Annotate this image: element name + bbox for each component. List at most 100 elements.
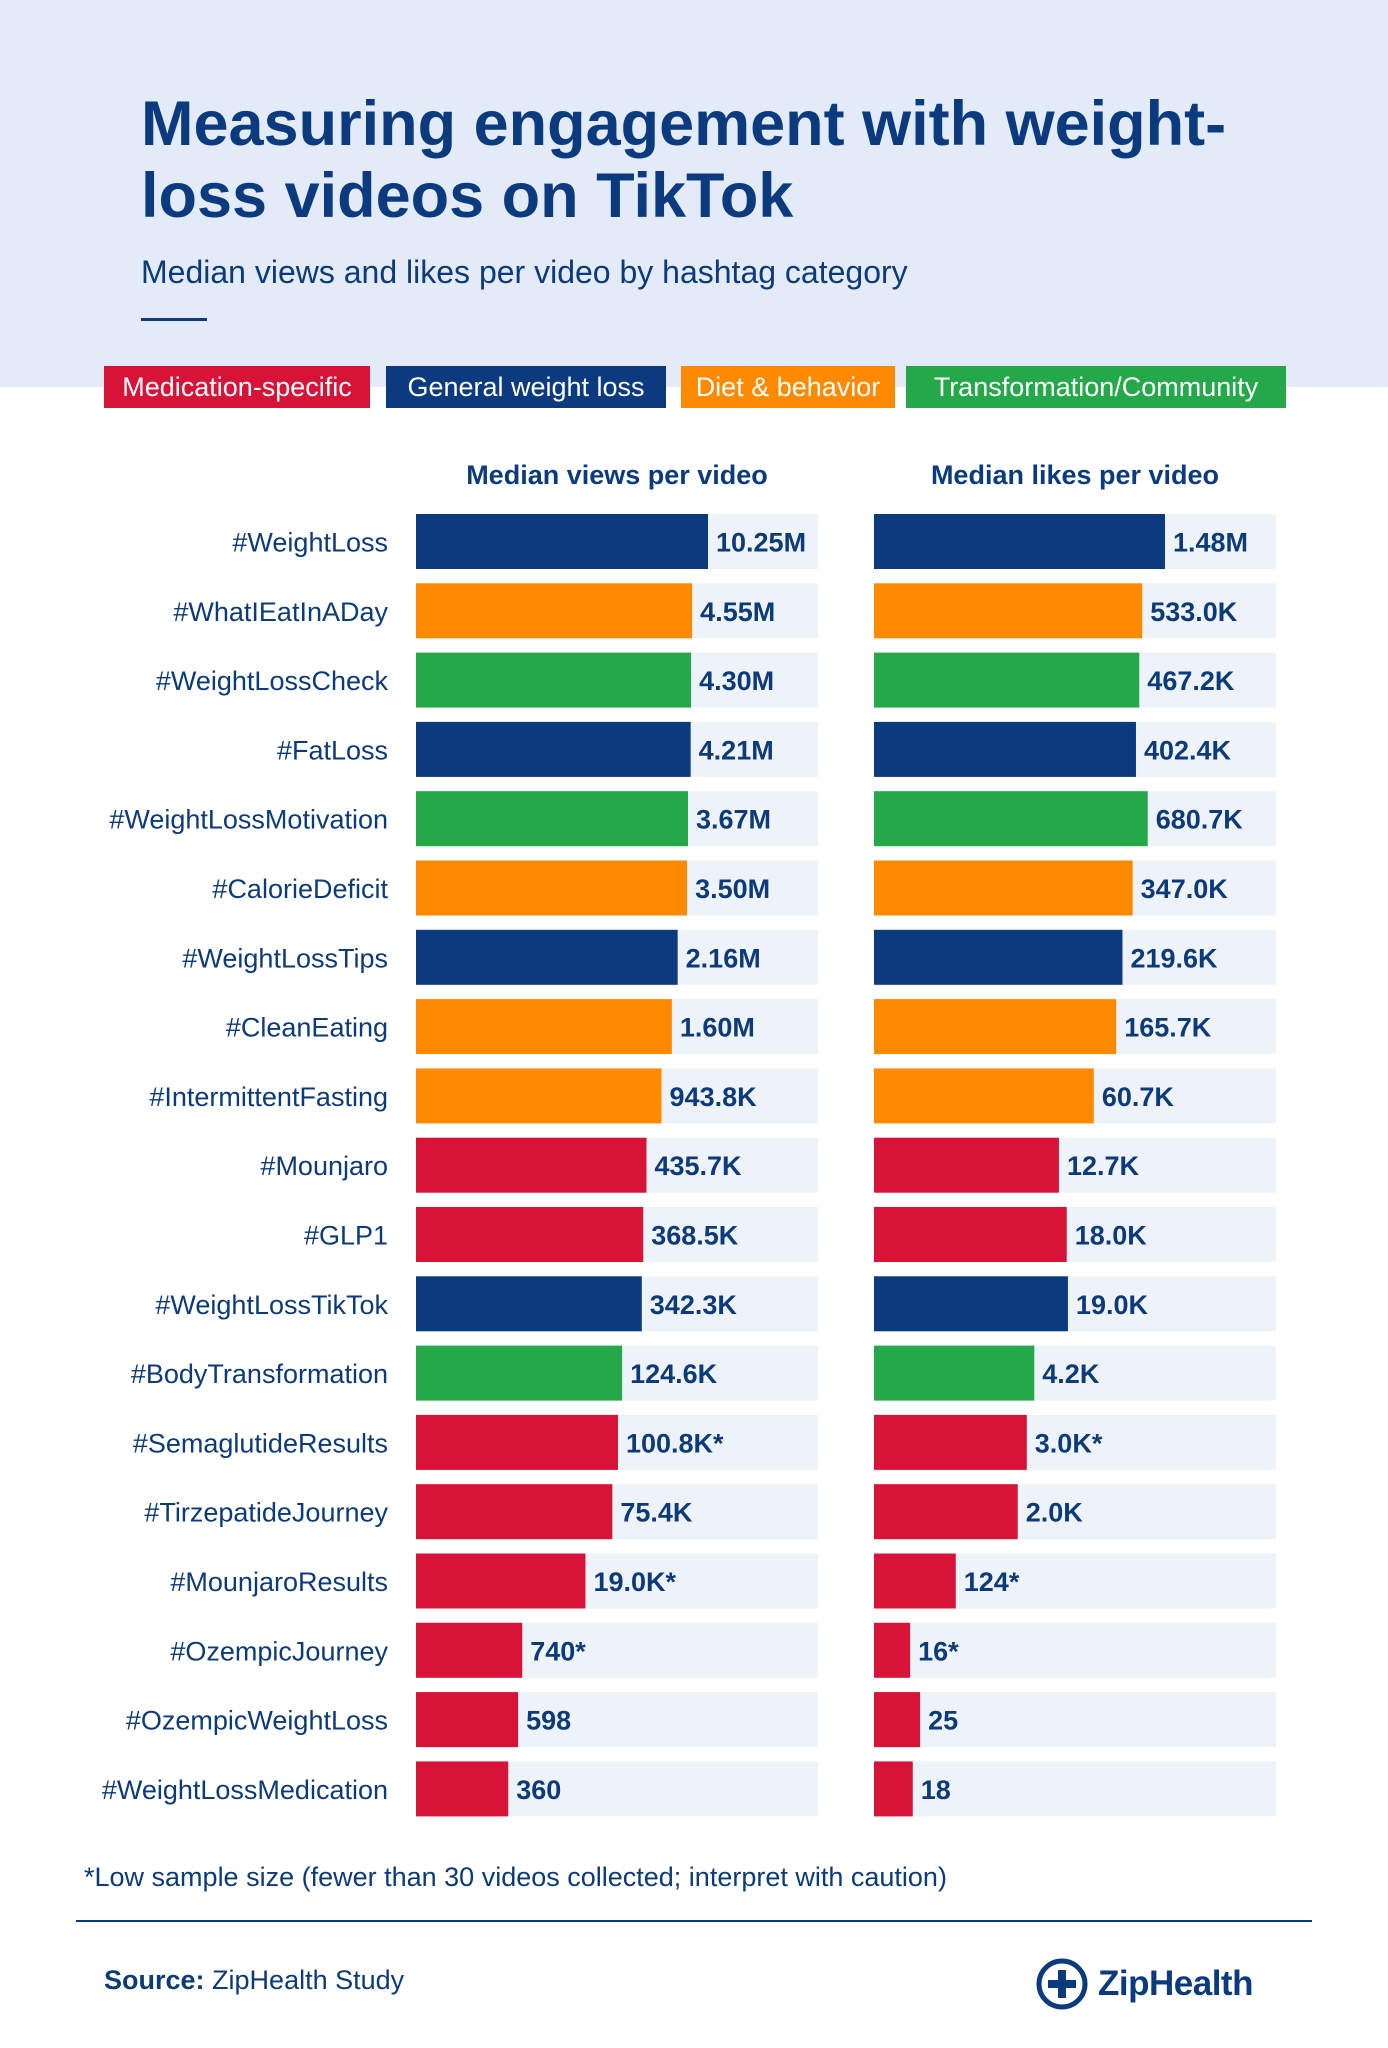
bar	[874, 1622, 911, 1678]
category-label: #IntermittentFasting	[149, 1082, 388, 1112]
category-label: #WeightLossTips	[182, 943, 388, 973]
bar	[416, 929, 678, 985]
bar	[874, 1414, 1027, 1470]
value-label: 943.8K	[670, 1082, 758, 1112]
page-subtitle: Median views and likes per video by hash…	[141, 254, 908, 290]
bar	[416, 1553, 586, 1609]
bar-track	[874, 1692, 1276, 1748]
plus-circle-icon	[1036, 1958, 1088, 2010]
category-label: #MounjaroResults	[170, 1567, 388, 1597]
value-label: 680.7K	[1156, 805, 1244, 835]
bar	[874, 1761, 913, 1817]
source-line: Source: ZipHealth Study	[104, 1965, 404, 1996]
legend-item-diet-behavior: Diet & behavior	[681, 366, 895, 408]
bar	[874, 652, 1140, 708]
value-label: 10.25M	[716, 528, 806, 558]
bar	[874, 1137, 1059, 1193]
bar	[874, 1553, 956, 1609]
category-label: #CleanEating	[226, 1013, 388, 1043]
bar	[416, 1207, 644, 1262]
value-label: 60.7K	[1102, 1082, 1175, 1112]
bar	[416, 721, 691, 777]
bar	[416, 1068, 662, 1124]
bar	[874, 1276, 1068, 1332]
value-label: 12.7K	[1067, 1151, 1140, 1181]
bar	[416, 1622, 523, 1678]
value-label: 18.0K	[1075, 1221, 1148, 1251]
bar-track	[874, 1622, 1276, 1678]
value-label: 4.2K	[1042, 1359, 1100, 1389]
value-label: 18	[921, 1775, 951, 1805]
logo-text: ZipHealth	[1098, 1964, 1253, 2003]
value-label: 16*	[918, 1636, 959, 1666]
value-label: 75.4K	[620, 1498, 693, 1528]
category-label: #CalorieDeficit	[212, 874, 388, 904]
page-title: Measuring engagement with weight-loss vi…	[141, 89, 1227, 231]
value-label: 2.16M	[686, 943, 761, 973]
category-label: #OzempicWeightLoss	[126, 1706, 388, 1736]
value-label: 4.30M	[699, 666, 774, 696]
value-label: 3.50M	[695, 874, 770, 904]
category-label: #WeightLossCheck	[156, 666, 389, 696]
legend-item-transformation-community: Transformation/Community	[906, 366, 1286, 408]
bar	[416, 583, 693, 639]
ziphealth-logo: ZipHealth	[1036, 1957, 1253, 2011]
category-label: #FatLoss	[277, 735, 388, 765]
legend-item-general-weight-loss: General weight loss	[386, 366, 666, 408]
value-label: 402.4K	[1144, 735, 1232, 765]
bar	[874, 1484, 1018, 1540]
bar	[416, 1484, 613, 1540]
bar	[416, 791, 688, 847]
category-label: #WhatIEatInADay	[173, 597, 388, 627]
bar	[416, 1137, 647, 1193]
category-label: #OzempicJourney	[170, 1636, 388, 1666]
title-divider	[141, 318, 207, 321]
bar	[416, 652, 692, 708]
bar	[874, 1068, 1094, 1124]
value-label: 25	[928, 1706, 958, 1736]
bar	[416, 860, 688, 916]
bar	[874, 791, 1148, 847]
value-label: 347.0K	[1141, 874, 1229, 904]
value-label: 368.5K	[651, 1221, 739, 1251]
category-label: #WeightLossMotivation	[109, 805, 388, 835]
bottom-divider	[76, 1920, 1312, 1922]
value-label: 4.21M	[699, 735, 774, 765]
source-value: ZipHealth Study	[212, 1965, 405, 1995]
value-label: 740*	[530, 1636, 586, 1666]
bar	[874, 1207, 1067, 1262]
bar	[874, 1345, 1035, 1401]
category-label: #GLP1	[304, 1221, 388, 1251]
bar	[416, 1692, 519, 1748]
likes-column-header: Median likes per video	[930, 460, 1220, 490]
bar	[874, 583, 1143, 639]
bar	[416, 999, 672, 1055]
views-column-header: Median views per video	[466, 460, 768, 490]
value-label: 219.6K	[1130, 943, 1218, 973]
bar	[416, 514, 708, 569]
legend-item-medication-specific: Medication-specific	[104, 366, 370, 408]
bar	[874, 999, 1117, 1055]
header-band	[0, 0, 1388, 387]
value-label: 1.48M	[1173, 528, 1248, 558]
value-label: 124*	[964, 1567, 1020, 1597]
category-label: #WeightLoss	[232, 528, 388, 558]
value-label: 3.67M	[696, 805, 771, 835]
value-label: 2.0K	[1026, 1498, 1084, 1528]
value-label: 19.0K*	[593, 1567, 676, 1597]
category-label: #Mounjaro	[260, 1151, 388, 1181]
value-label: 4.55M	[700, 597, 775, 627]
value-label: 124.6K	[630, 1359, 718, 1389]
bar	[874, 721, 1136, 777]
bar	[416, 1276, 642, 1332]
value-label: 165.7K	[1124, 1013, 1212, 1043]
value-label: 100.8K*	[626, 1428, 724, 1458]
bar	[874, 929, 1123, 985]
category-label: #BodyTransformation	[131, 1359, 388, 1389]
bar	[416, 1761, 509, 1817]
category-label: #WeightLossTikTok	[155, 1290, 388, 1320]
bar-track	[874, 1761, 1276, 1817]
category-label: #WeightLossMedication	[102, 1775, 388, 1805]
value-label: 533.0K	[1150, 597, 1238, 627]
